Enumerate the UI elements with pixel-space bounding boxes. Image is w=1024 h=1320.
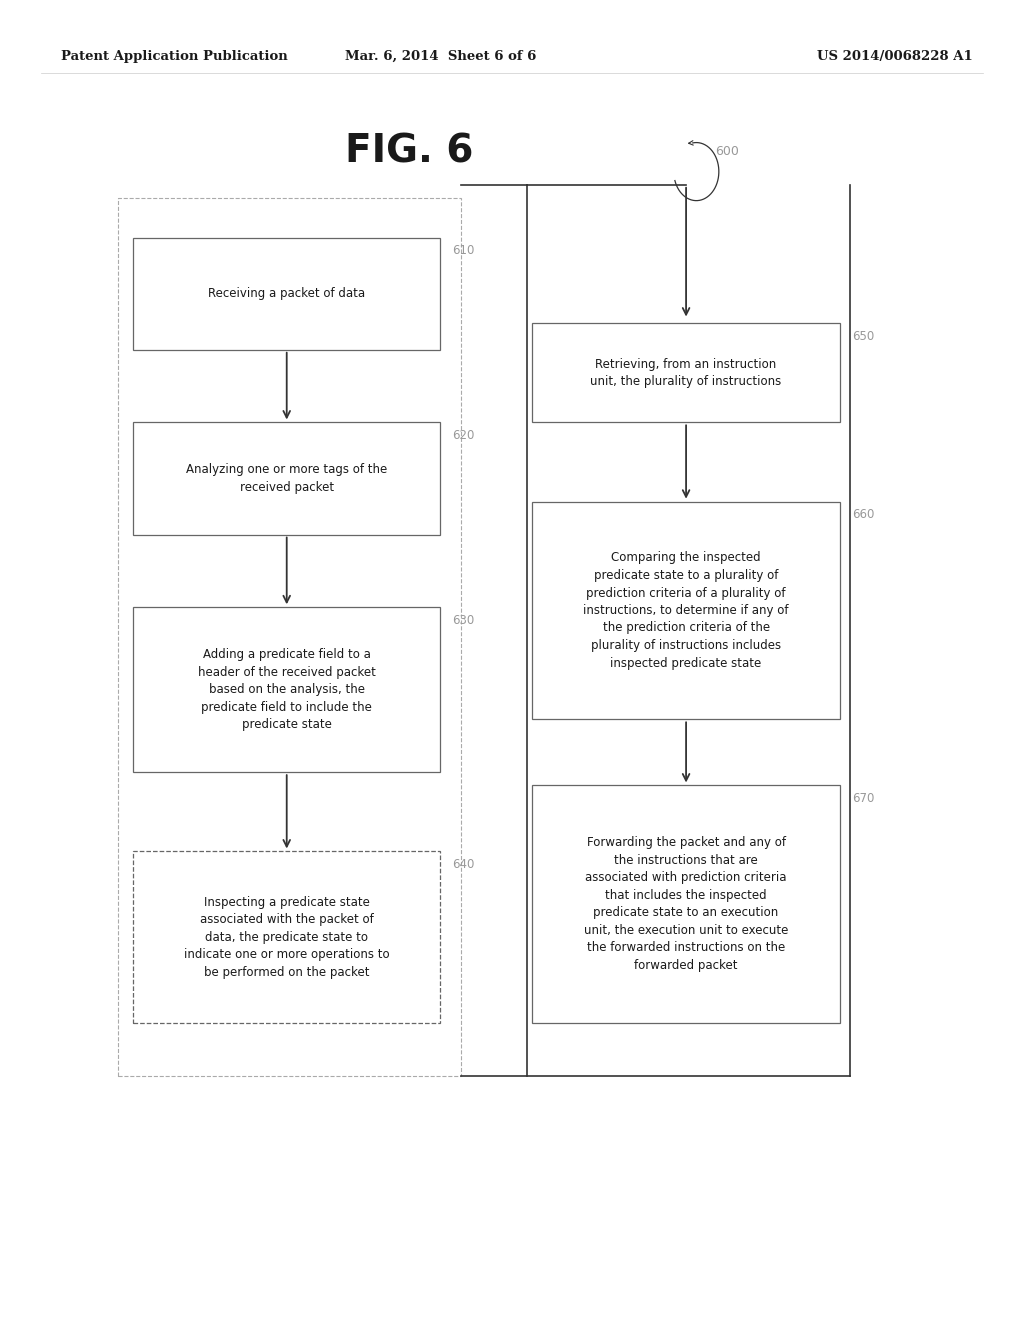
FancyBboxPatch shape — [133, 607, 440, 772]
FancyBboxPatch shape — [532, 323, 840, 422]
Text: 670: 670 — [852, 792, 874, 805]
Text: 630: 630 — [453, 614, 475, 627]
FancyBboxPatch shape — [133, 851, 440, 1023]
Text: Comparing the inspected
predicate state to a plurality of
prediction criteria of: Comparing the inspected predicate state … — [584, 552, 788, 669]
Text: Analyzing one or more tags of the
received packet: Analyzing one or more tags of the receiv… — [186, 463, 387, 494]
Text: Retrieving, from an instruction
unit, the plurality of instructions: Retrieving, from an instruction unit, th… — [591, 358, 781, 388]
Text: US 2014/0068228 A1: US 2014/0068228 A1 — [817, 50, 973, 63]
Text: Forwarding the packet and any of
the instructions that are
associated with predi: Forwarding the packet and any of the ins… — [584, 837, 788, 972]
Text: Mar. 6, 2014  Sheet 6 of 6: Mar. 6, 2014 Sheet 6 of 6 — [345, 50, 536, 63]
Text: Adding a predicate field to a
header of the received packet
based on the analysi: Adding a predicate field to a header of … — [198, 648, 376, 731]
Text: 610: 610 — [453, 244, 475, 257]
FancyBboxPatch shape — [532, 502, 840, 719]
FancyBboxPatch shape — [133, 238, 440, 350]
Text: Patent Application Publication: Patent Application Publication — [61, 50, 288, 63]
Text: 620: 620 — [453, 429, 475, 442]
Text: 640: 640 — [453, 858, 475, 871]
FancyBboxPatch shape — [133, 422, 440, 535]
Text: Receiving a packet of data: Receiving a packet of data — [208, 288, 366, 300]
Text: 660: 660 — [852, 508, 874, 521]
Text: Inspecting a predicate state
associated with the packet of
data, the predicate s: Inspecting a predicate state associated … — [184, 896, 389, 978]
FancyBboxPatch shape — [532, 785, 840, 1023]
Text: 650: 650 — [852, 330, 874, 343]
Text: FIG. 6: FIG. 6 — [345, 133, 474, 170]
Text: 600: 600 — [715, 145, 739, 158]
